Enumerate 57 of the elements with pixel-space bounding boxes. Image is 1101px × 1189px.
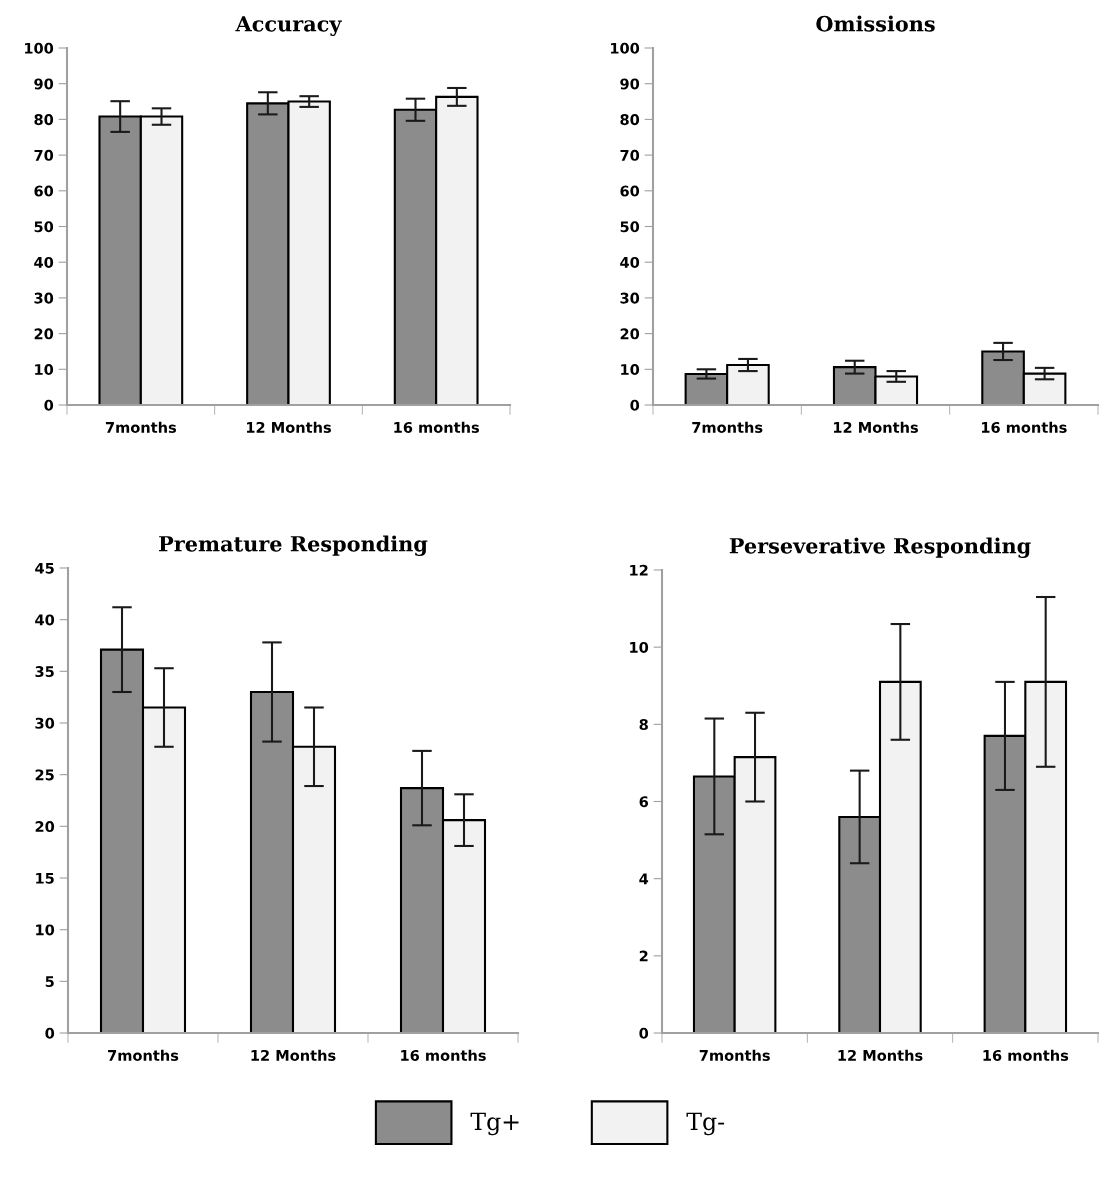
y-tick-label: 6	[639, 796, 649, 808]
y-tick-label: 5	[45, 976, 54, 988]
chart-title: Premature Responding	[159, 535, 428, 556]
y-tick-label: 20	[620, 328, 640, 340]
y-tick-label: 0	[630, 399, 640, 411]
y-tick-label: 70	[34, 149, 54, 161]
x-tick-label: 12 Months	[833, 421, 918, 433]
chart-title: Accuracy	[235, 16, 342, 36]
x-tick-label: 12 Months	[251, 1049, 336, 1061]
y-tick-label: 90	[34, 78, 54, 90]
y-tick-label: 100	[25, 42, 54, 54]
y-tick-label: 40	[34, 256, 54, 268]
y-tick-label: 25	[35, 769, 54, 781]
y-tick-label: 80	[34, 114, 54, 126]
y-tick-label: 0	[639, 1027, 649, 1039]
y-tick-label: 12	[630, 564, 648, 576]
y-tick-label: 0	[44, 399, 54, 411]
y-tick-label: 90	[620, 78, 640, 90]
y-tick-label: 2	[639, 950, 648, 962]
y-tick-label: 40	[35, 614, 55, 626]
y-tick-label: 100	[611, 42, 640, 54]
x-tick-label: 12 Months	[246, 421, 331, 433]
y-tick-label: 45	[35, 562, 54, 574]
x-tick-label: 16 months	[981, 421, 1067, 433]
y-tick-label: 60	[620, 185, 640, 197]
y-tick-label: 30	[34, 292, 54, 304]
x-tick-label: 16 months	[394, 421, 479, 433]
y-tick-label: 30	[620, 292, 640, 304]
y-tick-label: 20	[35, 821, 55, 833]
x-tick-label: 12 Months	[838, 1049, 923, 1061]
y-tick-label: 35	[35, 666, 54, 678]
y-tick-label: 10	[621, 364, 640, 376]
y-tick-label: 70	[620, 149, 640, 161]
x-tick-label: 16 months	[983, 1049, 1069, 1061]
y-tick-label: 50	[34, 221, 54, 233]
x-tick-label: 7months	[699, 1049, 770, 1061]
chart-title: Perseverative Responding	[729, 537, 1031, 558]
y-tick-label: 30	[35, 717, 55, 729]
y-tick-label: 15	[36, 872, 54, 884]
y-tick-label: 20	[34, 328, 54, 340]
y-tick-label: 80	[620, 114, 640, 126]
x-tick-label: 7months	[105, 421, 177, 433]
y-tick-label: 8	[639, 719, 648, 731]
x-tick-label: 7months	[108, 1049, 179, 1061]
y-tick-label: 40	[620, 256, 640, 268]
y-tick-label: 10	[36, 924, 55, 936]
y-tick-label: 10	[35, 364, 54, 376]
x-tick-label: 16 months	[401, 1049, 486, 1061]
y-tick-label: 0	[45, 1027, 55, 1039]
legend-label: Tg-	[686, 1112, 725, 1136]
y-tick-label: 10	[630, 641, 649, 653]
legend-label: Tg+	[470, 1112, 519, 1136]
chart-title: Omissions	[816, 15, 935, 32]
y-tick-label: 4	[639, 873, 649, 885]
x-tick-label: 7months	[692, 421, 763, 433]
y-tick-label: 50	[620, 221, 640, 233]
y-tick-label: 60	[34, 185, 54, 197]
